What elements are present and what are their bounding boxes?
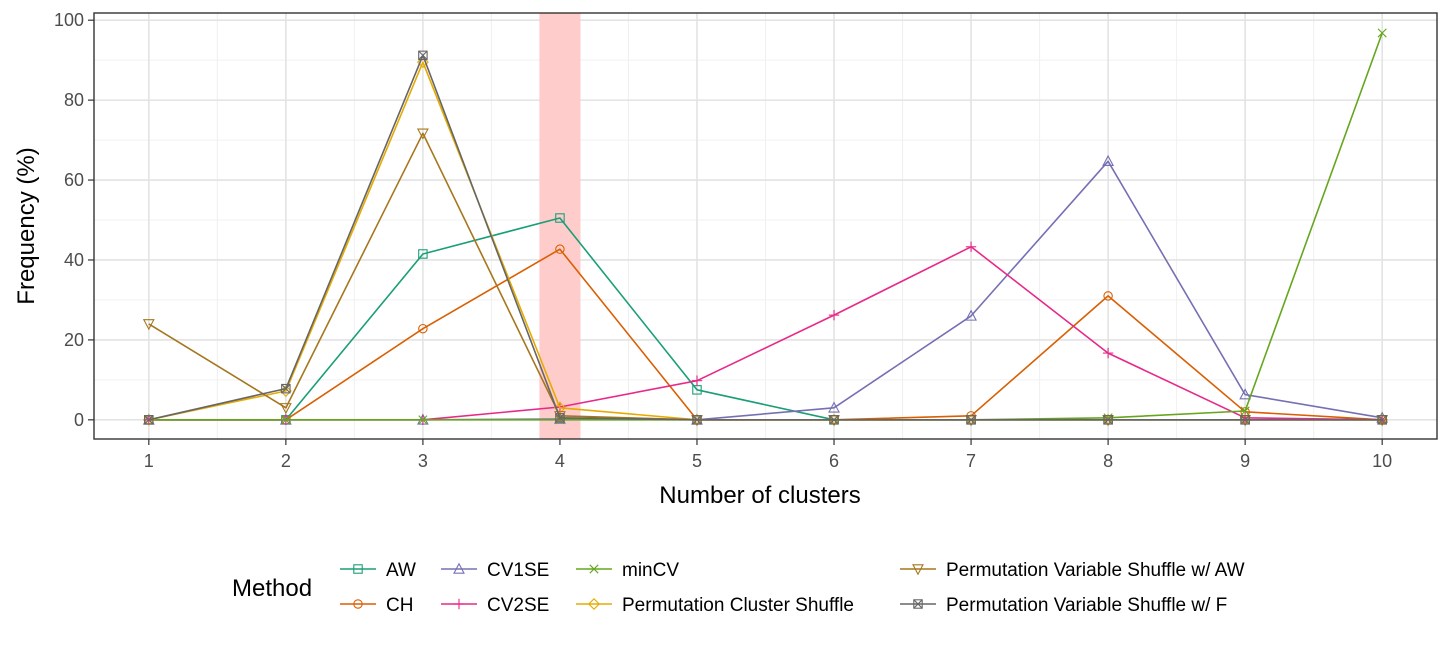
data-point bbox=[965, 241, 977, 252]
data-point bbox=[416, 128, 429, 140]
data-point bbox=[555, 415, 565, 425]
x-axis: 1 2 3 4 5 6 7 8 9 10 bbox=[144, 439, 1392, 471]
data-point bbox=[1103, 291, 1113, 301]
data-point bbox=[281, 383, 291, 394]
series-permutation-variable-shuffle-w-f bbox=[144, 50, 1387, 425]
data-point bbox=[1103, 415, 1113, 425]
data-point bbox=[142, 413, 155, 426]
legend-key-marker bbox=[353, 564, 363, 574]
legend-item: CV1SE bbox=[441, 560, 549, 581]
x-tick-label: 4 bbox=[555, 451, 565, 471]
data-point bbox=[1240, 406, 1250, 416]
data-point bbox=[692, 415, 702, 425]
x-tick-label: 3 bbox=[418, 451, 428, 471]
data-point bbox=[554, 411, 566, 423]
x-tick-label: 1 bbox=[144, 451, 154, 471]
data-point bbox=[555, 413, 565, 423]
y-tick-label: 60 bbox=[64, 170, 84, 190]
legend-key-marker bbox=[589, 564, 599, 574]
legend-key-marker bbox=[913, 599, 923, 609]
legend-key-marker bbox=[588, 598, 600, 610]
legend-key-marker bbox=[453, 598, 465, 610]
x-tick-label: 8 bbox=[1103, 451, 1113, 471]
legend-title: Method bbox=[232, 575, 312, 602]
data-point bbox=[418, 415, 428, 425]
legend-label: minCV bbox=[622, 560, 679, 581]
legend-item: CV2SE bbox=[441, 595, 549, 616]
data-point bbox=[1102, 347, 1114, 359]
data-point bbox=[418, 50, 428, 61]
legend-label: CH bbox=[386, 595, 413, 616]
series-group bbox=[142, 28, 1389, 427]
legend-label: AW bbox=[386, 560, 416, 581]
legend-item: AW bbox=[340, 560, 416, 581]
data-point bbox=[1239, 388, 1252, 400]
x-tick-label: 2 bbox=[281, 451, 291, 471]
data-point bbox=[829, 415, 839, 425]
legend-item: Permutation Variable Shuffle w/ F bbox=[900, 595, 1227, 616]
highlight-band-rect bbox=[539, 13, 581, 439]
legend-key-marker bbox=[912, 564, 924, 576]
legend-label: Permutation Variable Shuffle w/ AW bbox=[946, 560, 1245, 581]
data-point bbox=[828, 309, 840, 321]
data-point bbox=[828, 401, 840, 413]
series-line bbox=[148, 54, 1383, 421]
data-point bbox=[691, 375, 703, 386]
data-point bbox=[279, 403, 292, 415]
data-point bbox=[555, 213, 565, 223]
legend: Method AW CH CV1SE CV2SE minCV Permutation Cl… bbox=[232, 560, 1245, 616]
y-tick-label: 100 bbox=[54, 10, 84, 30]
data-point bbox=[1240, 415, 1250, 425]
legend-key-marker bbox=[353, 599, 363, 609]
x-tick-label: 10 bbox=[1372, 451, 1392, 471]
x-tick-label: 6 bbox=[829, 451, 839, 471]
legend-label: CV2SE bbox=[487, 595, 549, 616]
legend-label: CV1SE bbox=[487, 560, 549, 581]
data-point bbox=[555, 244, 565, 254]
x-axis-title: Number of clusters bbox=[659, 482, 860, 509]
legend-label: Permutation Cluster Shuffle bbox=[622, 595, 854, 616]
y-axis: 0 20 40 60 80 100 bbox=[54, 10, 94, 430]
y-axis-title: Frequency (%) bbox=[13, 147, 40, 304]
legend-item: Permutation Cluster Shuffle bbox=[576, 595, 854, 616]
highlight-band bbox=[539, 13, 581, 439]
data-point bbox=[144, 415, 154, 425]
data-point bbox=[1102, 154, 1115, 167]
y-tick-label: 0 bbox=[74, 410, 84, 430]
y-tick-label: 20 bbox=[64, 330, 84, 350]
data-point bbox=[416, 56, 429, 69]
data-point bbox=[418, 323, 428, 334]
data-point bbox=[553, 401, 566, 414]
data-point bbox=[1377, 415, 1387, 425]
y-tick-label: 40 bbox=[64, 250, 84, 270]
x-tick-label: 9 bbox=[1240, 451, 1250, 471]
legend-item: minCV bbox=[576, 560, 679, 581]
legend-item: CH bbox=[340, 595, 413, 616]
data-point bbox=[418, 249, 428, 259]
x-tick-label: 7 bbox=[966, 451, 976, 471]
data-point bbox=[281, 415, 291, 425]
data-point bbox=[966, 415, 976, 425]
data-point bbox=[1377, 28, 1387, 38]
data-point bbox=[965, 309, 977, 321]
legend-label: Permutation Variable Shuffle w/ F bbox=[946, 595, 1227, 616]
y-tick-label: 80 bbox=[64, 90, 84, 110]
plot-border bbox=[93, 12, 1438, 440]
data-point bbox=[142, 319, 155, 331]
legend-item: Permutation Variable Shuffle w/ AW bbox=[900, 560, 1245, 581]
legend-key-marker bbox=[453, 562, 465, 574]
x-tick-label: 5 bbox=[692, 451, 702, 471]
